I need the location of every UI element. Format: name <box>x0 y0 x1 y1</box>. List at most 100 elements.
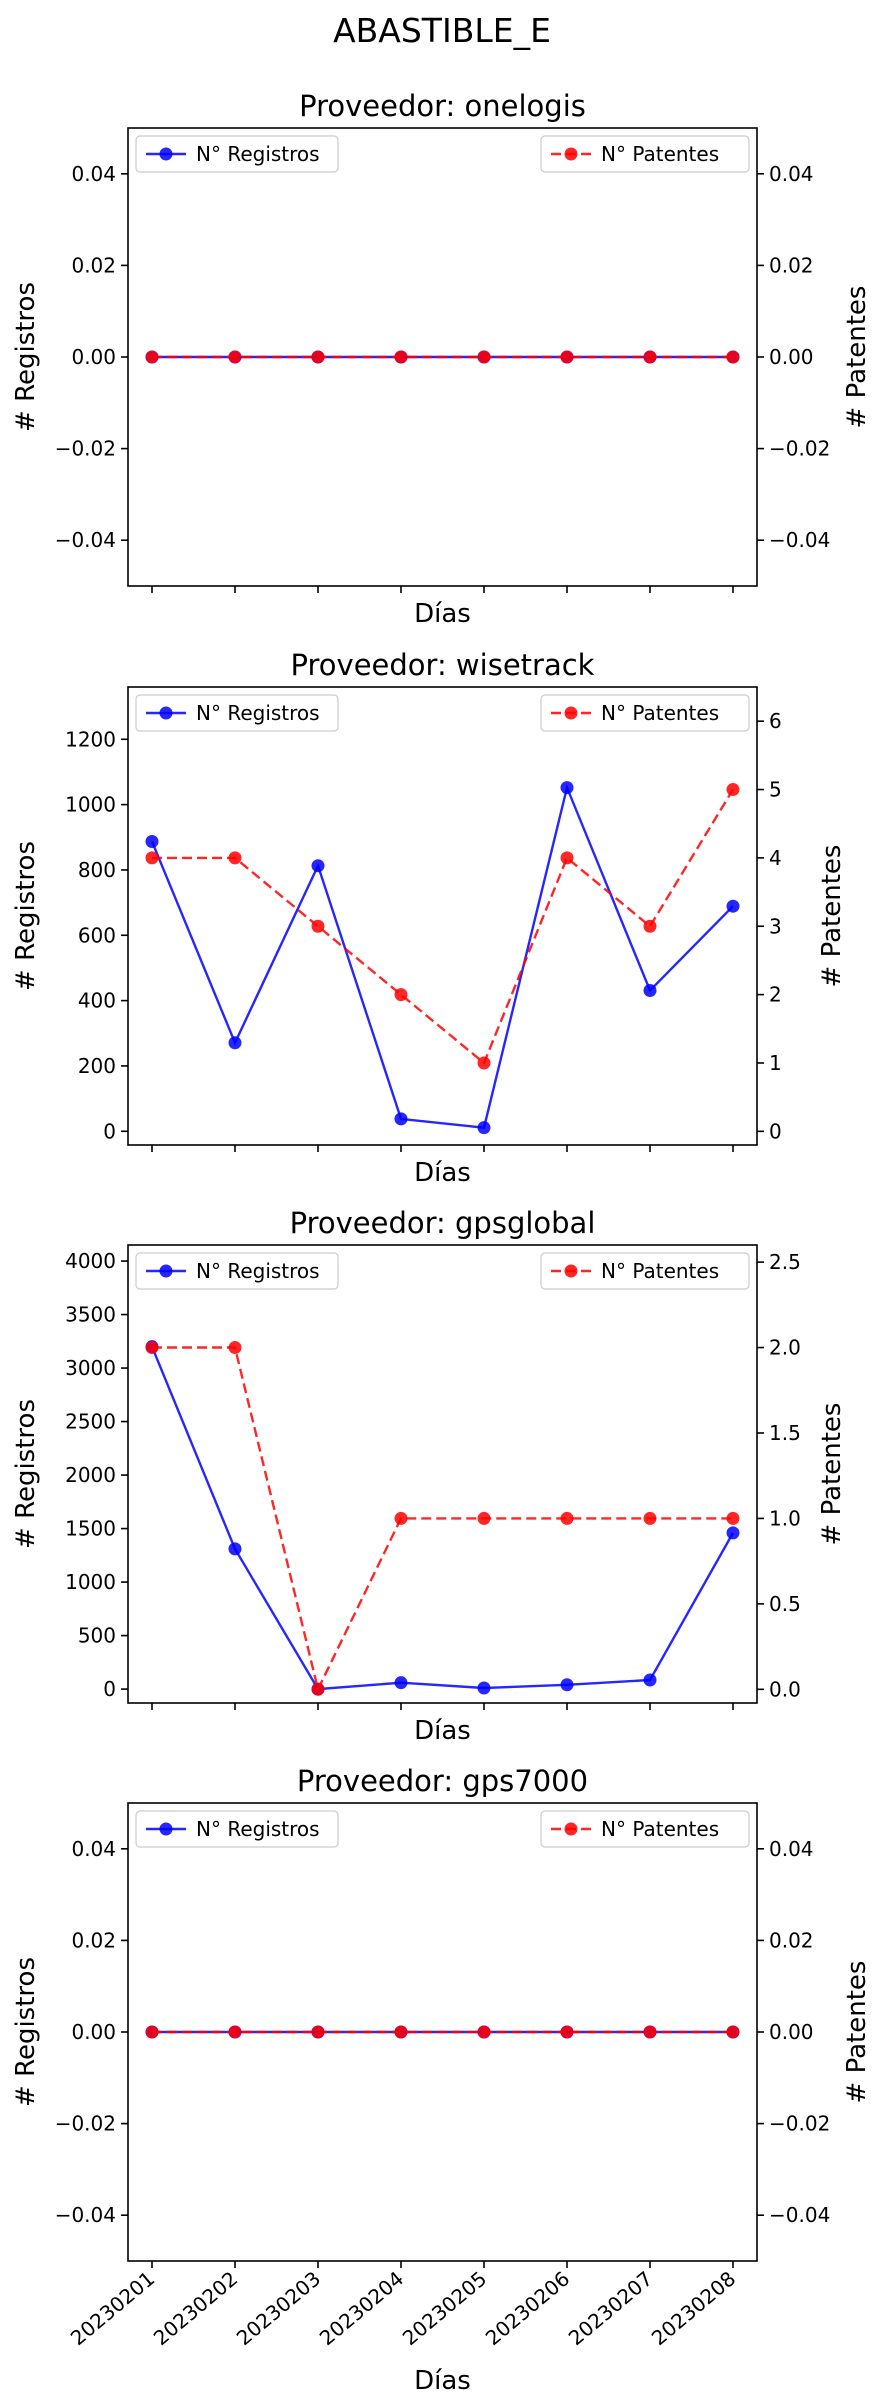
legend-label: N° Patentes <box>601 142 719 166</box>
data-point-patentes <box>726 1511 740 1525</box>
legend-registros: N° Registros <box>135 1810 339 1848</box>
y-right-tick-label: 0.00 <box>769 2020 814 2044</box>
x-tick-label: 20230202 <box>149 2266 242 2350</box>
y-left-tick-label: 0 <box>103 1677 116 1701</box>
y-right-tick-label: 0.02 <box>769 253 814 277</box>
data-point-registros <box>145 835 159 849</box>
data-point-patentes <box>643 2025 657 2039</box>
y-left-tick-label: 0.02 <box>71 1928 116 1952</box>
y-left-tick-label: 0.04 <box>71 162 116 186</box>
data-point-registros <box>311 859 325 873</box>
panel-title: Proveedor: onelogis <box>299 89 586 123</box>
x-tick-label: 20230201 <box>66 2266 159 2350</box>
panel-1: Proveedor: wisetrack02004006008001000120… <box>11 648 847 1188</box>
legend-label: N° Registros <box>196 1817 320 1841</box>
y-right-tick-label: 6 <box>769 709 782 733</box>
panels: Proveedor: onelogis −0.04 −0.02 0.00 0.02 0.0… <box>11 89 872 2396</box>
y-left-tick-label: 0.02 <box>71 253 116 277</box>
x-axis-label: Días <box>414 599 471 629</box>
y-right-axis-label: # Patentes <box>817 845 847 988</box>
y-left-tick-label: 4000 <box>65 1249 116 1273</box>
y-left-tick-label: 0.04 <box>71 1837 116 1861</box>
y-right-tick-label: 2 <box>769 983 782 1007</box>
legend-box <box>540 135 750 173</box>
data-point-patentes <box>145 350 159 364</box>
y-right-tick-label: −0.02 <box>769 2112 830 2136</box>
x-axis-label: Días <box>414 1716 471 1746</box>
data-point-patentes <box>311 919 325 933</box>
legend-marker <box>564 706 578 720</box>
series-line-patentes <box>152 1346 733 1693</box>
data-point-patentes <box>726 783 740 797</box>
y-right-axis-label: # Patentes <box>842 1961 872 2104</box>
data-point-patentes <box>394 350 408 364</box>
series-line-registros <box>150 783 734 1130</box>
y-right-tick-label: 0.00 <box>769 345 814 369</box>
legend-box <box>540 694 750 732</box>
y-left-tick-label: 2000 <box>65 1463 116 1487</box>
y-left-tick-label: 1200 <box>65 727 116 751</box>
y-right-tick-label: 2.5 <box>769 1250 801 1274</box>
series-line-patentes <box>152 788 735 1065</box>
legend-registros: N° Registros <box>135 1252 339 1290</box>
plot-frame <box>127 686 758 1146</box>
x-tick-label: 20230204 <box>315 2266 408 2350</box>
y-left-tick-label: −0.02 <box>55 2112 116 2136</box>
data-point-patentes <box>560 2025 574 2039</box>
y-right-tick-label: 0.04 <box>769 162 814 186</box>
data-point-registros <box>643 983 657 997</box>
plot-frame <box>127 1244 758 1704</box>
panel-2: Proveedor: gpsglobal 0 500 1000 1500 2000 2500… <box>11 1206 847 1746</box>
data-point-patentes <box>560 851 574 865</box>
x-axis-label: Días <box>414 1158 471 1188</box>
y-right-tick-label: −0.02 <box>769 437 830 461</box>
data-point-patentes <box>643 919 657 933</box>
x-tick-label: 20230203 <box>232 2266 325 2350</box>
legend-marker <box>159 1822 173 1836</box>
legend-box <box>135 1252 339 1290</box>
data-point-patentes <box>228 851 242 865</box>
x-axis-label: Días <box>414 2366 471 2396</box>
y-left-tick-label: 0 <box>103 1119 116 1143</box>
data-point-registros <box>228 1542 242 1556</box>
y-left-tick-label: 500 <box>78 1624 116 1648</box>
y-left-tick-label: 1000 <box>65 793 116 817</box>
y-left-tick-label: −0.04 <box>55 528 116 552</box>
data-point-patentes <box>145 2025 159 2039</box>
data-point-patentes <box>394 988 408 1002</box>
legend-label: N° Registros <box>196 142 320 166</box>
legend-patentes: N° Patentes <box>540 694 750 732</box>
data-point-patentes <box>311 1682 325 1696</box>
legend-registros: N° Registros <box>135 694 339 732</box>
y-left-axis-label: # Registros <box>11 1399 41 1549</box>
legend-patentes: N° Patentes <box>540 1252 750 1290</box>
y-right-axis-label: # Patentes <box>817 1403 847 1546</box>
data-point-patentes <box>477 1511 491 1525</box>
y-left-tick-label: 600 <box>78 923 116 947</box>
y-right-tick-label: 3 <box>769 914 782 938</box>
data-point-patentes <box>311 2025 325 2039</box>
y-left-tick-label: 0.00 <box>71 2020 116 2044</box>
y-right-tick-label: 2.0 <box>769 1336 801 1360</box>
data-point-patentes <box>560 1511 574 1525</box>
y-right-tick-label: 0.5 <box>769 1592 801 1616</box>
legend-marker <box>564 147 578 161</box>
y-right-tick-label: 5 <box>769 778 782 802</box>
x-tick-label: 20230207 <box>564 2266 657 2350</box>
data-point-patentes <box>477 1056 491 1070</box>
y-right-tick-label: 0 <box>769 1119 782 1143</box>
y-right-tick-label: −0.04 <box>769 528 830 552</box>
y-right-tick-label: 1.5 <box>769 1421 801 1445</box>
y-left-axis-label: # Registros <box>11 1957 41 2107</box>
data-point-patentes <box>394 1511 408 1525</box>
panel-title: Proveedor: gpsglobal <box>290 1206 596 1240</box>
data-point-registros <box>560 1678 574 1692</box>
data-point-patentes <box>726 2025 740 2039</box>
panel-3: Proveedor: gps7000 −0.04 −0.02 0.00 0.02 0.04… <box>11 1764 872 2396</box>
x-tick-label: 20230208 <box>647 2266 740 2350</box>
y-left-tick-label: 400 <box>78 989 116 1013</box>
data-point-registros <box>477 1121 491 1135</box>
legend-registros: N° Registros <box>135 135 339 173</box>
data-point-registros <box>228 1036 242 1050</box>
data-point-patentes <box>477 350 491 364</box>
